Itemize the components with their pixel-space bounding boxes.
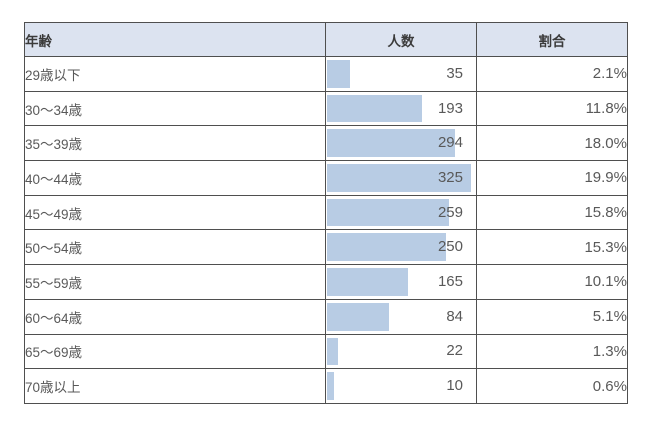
table-row: 40〜44歳 325 19.9% — [24, 160, 628, 196]
ratio-cell: 10.1% — [476, 264, 628, 300]
age-cell: 35〜39歳 — [24, 125, 326, 162]
ratio-cell: 0.6% — [476, 368, 628, 404]
age-distribution-table: 年齢 人数 割合 29歳以下 35 2.1% 30〜34歳 193 11.8% … — [24, 22, 628, 404]
age-cell: 40〜44歳 — [24, 160, 326, 196]
age-cell: 50〜54歳 — [24, 229, 326, 266]
table-row: 35〜39歳 294 18.0% — [24, 125, 628, 162]
age-cell: 30〜34歳 — [24, 90, 326, 127]
count-cell: 22 — [325, 333, 477, 370]
count-value: 325 — [437, 168, 463, 186]
age-cell: 55〜59歳 — [24, 264, 326, 300]
count-value: 259 — [437, 203, 463, 221]
table-row: 65〜69歳 22 1.3% — [24, 333, 628, 370]
column-header-ratio: 割合 — [476, 22, 628, 57]
count-cell: 165 — [325, 264, 477, 300]
table-row: 55〜59歳 165 10.1% — [24, 264, 628, 300]
table-body: 29歳以下 35 2.1% 30〜34歳 193 11.8% 35〜39歳 29… — [24, 56, 628, 404]
ratio-cell: 11.8% — [476, 90, 628, 127]
ratio-cell: 2.1% — [476, 56, 628, 92]
count-cell: 294 — [325, 125, 477, 162]
table-row: 50〜54歳 250 15.3% — [24, 229, 628, 266]
count-bar — [327, 302, 389, 331]
age-cell: 70歳以上 — [24, 368, 326, 404]
table-row: 29歳以下 35 2.1% — [24, 56, 628, 92]
age-cell: 60〜64歳 — [24, 298, 326, 335]
count-value: 84 — [446, 307, 463, 325]
table-row: 70歳以上 10 0.6% — [24, 368, 628, 404]
count-value: 250 — [437, 238, 463, 256]
table-row: 45〜49歳 259 15.8% — [24, 194, 628, 231]
count-bar — [327, 337, 339, 366]
column-header-age: 年齢 — [24, 22, 326, 57]
column-header-count: 人数 — [325, 22, 477, 57]
count-bar — [327, 372, 334, 400]
count-value: 294 — [437, 134, 463, 152]
count-cell: 35 — [325, 56, 477, 92]
count-bar — [327, 94, 422, 123]
ratio-cell: 1.3% — [476, 333, 628, 370]
count-bar — [327, 268, 408, 296]
count-value: 193 — [437, 99, 463, 117]
table-row: 60〜64歳 84 5.1% — [24, 298, 628, 335]
ratio-cell: 15.8% — [476, 194, 628, 231]
count-cell: 325 — [325, 160, 477, 196]
age-cell: 29歳以下 — [24, 56, 326, 92]
ratio-cell: 15.3% — [476, 229, 628, 266]
ratio-cell: 5.1% — [476, 298, 628, 335]
age-cell: 65〜69歳 — [24, 333, 326, 370]
count-bar — [327, 164, 471, 192]
count-cell: 84 — [325, 298, 477, 335]
count-bar — [327, 60, 350, 88]
age-cell: 45〜49歳 — [24, 194, 326, 231]
header-row: 年齢 人数 割合 — [24, 22, 628, 57]
count-value: 165 — [437, 272, 463, 290]
count-cell: 10 — [325, 368, 477, 404]
ratio-cell: 19.9% — [476, 160, 628, 196]
count-bar — [327, 233, 446, 262]
table-row: 30〜34歳 193 11.8% — [24, 90, 628, 127]
count-cell: 250 — [325, 229, 477, 266]
count-value: 35 — [446, 64, 463, 82]
count-value: 22 — [446, 342, 463, 360]
count-cell: 193 — [325, 90, 477, 127]
ratio-cell: 18.0% — [476, 125, 628, 162]
count-cell: 259 — [325, 194, 477, 231]
count-bar — [327, 198, 449, 227]
count-bar — [327, 129, 455, 158]
count-value: 10 — [446, 377, 463, 395]
